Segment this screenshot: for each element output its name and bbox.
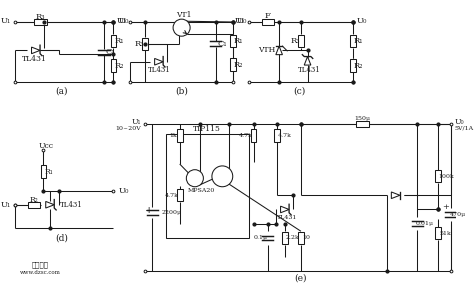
Circle shape: [212, 166, 233, 187]
Text: TL431: TL431: [147, 66, 170, 74]
Text: 5V/1A: 5V/1A: [454, 125, 474, 131]
Text: U₀: U₀: [454, 118, 464, 126]
Polygon shape: [304, 57, 311, 65]
Bar: [298, 232, 304, 244]
Text: VTH: VTH: [258, 46, 275, 54]
Polygon shape: [276, 46, 283, 55]
Text: VT1: VT1: [176, 11, 191, 19]
Bar: [350, 35, 356, 47]
Bar: [142, 38, 147, 50]
Text: 2.2k: 2.2k: [285, 235, 299, 240]
Text: TL431: TL431: [276, 214, 297, 219]
Text: TL431: TL431: [59, 201, 82, 209]
Text: 4.7k: 4.7k: [239, 133, 253, 138]
Text: 1k: 1k: [169, 133, 177, 138]
Text: R₁: R₁: [354, 37, 364, 45]
Polygon shape: [31, 47, 40, 54]
Text: U₁: U₁: [117, 17, 127, 25]
Bar: [230, 35, 236, 47]
Text: 2200μ: 2200μ: [162, 210, 182, 215]
Bar: [177, 130, 182, 142]
Bar: [436, 227, 441, 239]
Polygon shape: [46, 201, 54, 208]
Text: 维库一卞: 维库一卞: [32, 260, 49, 268]
Text: 4.7k: 4.7k: [278, 133, 292, 138]
Text: U₀: U₀: [237, 17, 247, 25]
Text: R₂: R₂: [29, 196, 38, 204]
Text: 0.1μ: 0.1μ: [253, 235, 267, 240]
Circle shape: [186, 170, 203, 187]
Text: R₁: R₁: [45, 168, 54, 176]
Text: 150μ: 150μ: [355, 116, 371, 121]
Text: R₂: R₂: [234, 61, 243, 69]
Bar: [230, 58, 236, 71]
Text: R₃: R₃: [36, 13, 45, 21]
Text: U₁: U₁: [1, 17, 11, 25]
Bar: [356, 121, 369, 127]
Text: (b): (b): [175, 87, 188, 96]
Text: C₁: C₁: [218, 40, 227, 48]
Text: U₀: U₀: [118, 17, 128, 25]
Polygon shape: [281, 206, 289, 213]
Text: C₁: C₁: [106, 48, 115, 56]
Text: 4.7k: 4.7k: [165, 193, 179, 198]
Bar: [274, 130, 280, 142]
Bar: [177, 189, 182, 201]
Text: 10: 10: [302, 235, 310, 240]
Text: MPSA20: MPSA20: [187, 188, 215, 193]
Text: R₁: R₁: [114, 37, 124, 45]
Bar: [262, 19, 274, 25]
Text: U₁: U₁: [1, 201, 11, 209]
Bar: [34, 19, 46, 25]
Text: 100k: 100k: [438, 174, 454, 179]
Text: U₀: U₀: [118, 187, 128, 195]
Text: (e): (e): [295, 273, 307, 282]
Bar: [436, 170, 441, 183]
Text: R₂: R₂: [354, 62, 364, 69]
Text: +: +: [442, 203, 449, 211]
Text: 0.01μ: 0.01μ: [416, 221, 434, 226]
Bar: [251, 130, 256, 142]
Text: U₀: U₀: [357, 17, 367, 25]
Text: U₁: U₁: [235, 17, 245, 25]
Text: R₃: R₃: [134, 40, 144, 48]
Bar: [350, 59, 356, 72]
Text: 470μ: 470μ: [450, 212, 466, 217]
Bar: [298, 35, 304, 47]
Text: R₃: R₃: [291, 37, 300, 45]
Text: +: +: [146, 206, 154, 215]
Polygon shape: [392, 192, 400, 199]
Text: TL431: TL431: [298, 66, 321, 74]
Text: R₁: R₁: [234, 37, 243, 45]
Text: (c): (c): [293, 87, 305, 96]
Text: (d): (d): [55, 234, 68, 242]
Bar: [110, 35, 116, 47]
Bar: [282, 232, 288, 244]
Circle shape: [173, 19, 190, 36]
Text: TL431: TL431: [21, 55, 46, 63]
Text: 51k: 51k: [440, 231, 452, 236]
Text: U₁: U₁: [131, 118, 141, 126]
Text: R₂: R₂: [114, 62, 124, 69]
Text: (a): (a): [55, 87, 68, 96]
Text: F: F: [265, 12, 271, 20]
Polygon shape: [155, 58, 163, 65]
Bar: [28, 202, 40, 207]
Bar: [110, 59, 116, 72]
Bar: [165, 134, 249, 238]
Text: TIP115: TIP115: [193, 125, 221, 133]
Text: 10~20V: 10~20V: [115, 125, 141, 131]
Bar: [40, 166, 46, 178]
Text: www.dzsc.com: www.dzsc.com: [20, 270, 61, 275]
Text: Ucc: Ucc: [39, 142, 54, 150]
